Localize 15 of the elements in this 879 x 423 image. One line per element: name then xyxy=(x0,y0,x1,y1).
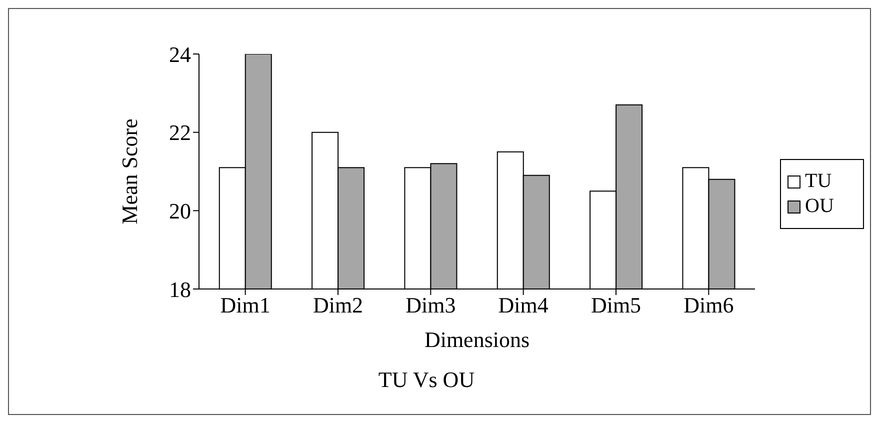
y-tick-label: 22 xyxy=(169,120,191,146)
x-tick-label: Dim3 xyxy=(406,292,456,318)
legend-label: TU xyxy=(805,170,832,193)
x-tick-label: Dim6 xyxy=(684,292,734,318)
x-tick-label: Dim5 xyxy=(590,292,642,318)
text: TU Vs OU xyxy=(377,367,476,393)
x-tick-label: Dim1 xyxy=(220,292,270,318)
legend-label: OU xyxy=(805,195,834,218)
y-tick-label: 24 xyxy=(169,42,191,67)
x-tick-label: Dim4 xyxy=(498,292,548,318)
y-tick-label: 20 xyxy=(169,198,191,224)
x-tick-label: Dim2 xyxy=(312,292,364,318)
y-axis-title: Mean Score xyxy=(116,118,142,224)
x-axis-title: Dimensions xyxy=(424,327,530,352)
y-tick-label: 18 xyxy=(169,276,191,302)
